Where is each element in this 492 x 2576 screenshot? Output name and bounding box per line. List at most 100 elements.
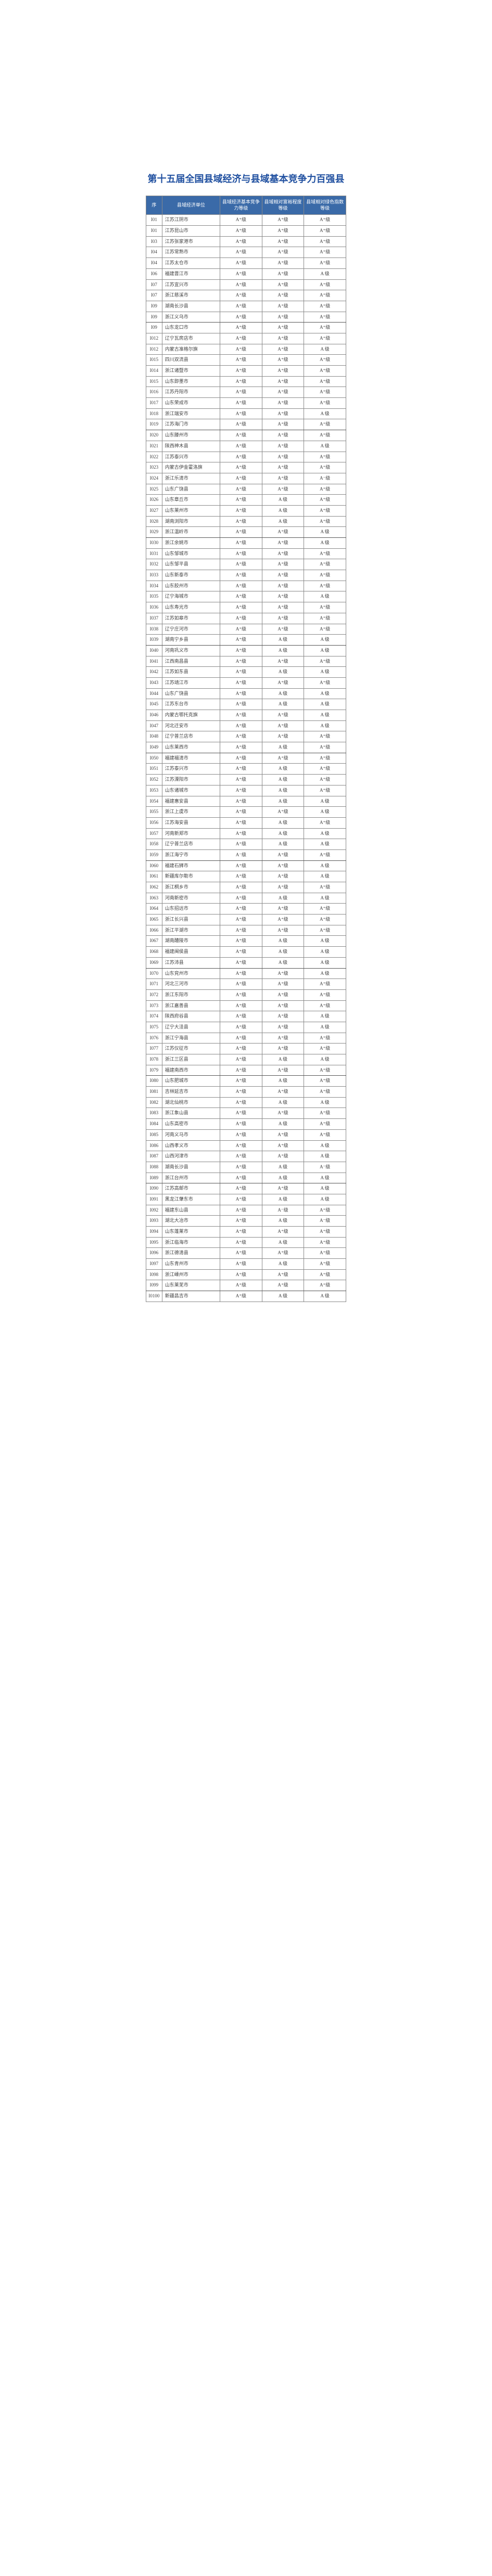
table-row: I029浙江温岭市A⁺级A⁺级A 级 [146, 527, 346, 538]
cell-seq: I098 [146, 1269, 162, 1280]
table-row: I086山西孝义市A⁺级A⁺级A 级 [146, 1140, 346, 1151]
cell-unit: 山东肥城市 [162, 1076, 220, 1087]
cell-seq: I092 [146, 1205, 162, 1216]
cell-grade2: A 级 [262, 1054, 304, 1065]
cell-grade3: A 级 [304, 591, 346, 602]
table-row: I058辽宁普兰店市A⁺级A 级A 级 [146, 839, 346, 850]
table-row: I012内蒙古准格尔旗A⁺级A⁺级A 级 [146, 344, 346, 355]
cell-grade3: A⁺级 [304, 677, 346, 688]
table-row: I015四川双流县A⁺级A⁺级A⁺级 [146, 355, 346, 366]
cell-unit: 河北三河市 [162, 979, 220, 990]
cell-grade2: A⁺级 [262, 849, 304, 860]
cell-grade2: A⁺级 [262, 441, 304, 452]
cell-unit: 江苏东台市 [162, 699, 220, 710]
cell-grade3: A 级 [304, 527, 346, 538]
cell-grade2: A⁺级 [262, 419, 304, 430]
cell-seq: I052 [146, 775, 162, 785]
cell-unit: 浙江乐清市 [162, 473, 220, 484]
cell-grade2: A 级 [262, 667, 304, 678]
cell-grade3: A⁺级 [304, 559, 346, 570]
cell-grade1: A⁺级 [220, 1044, 262, 1054]
cell-grade1: A⁺级 [220, 570, 262, 581]
cell-seq: I012 [146, 333, 162, 344]
cell-seq: I029 [146, 527, 162, 538]
cell-grade1: A⁺级 [220, 1087, 262, 1098]
cell-grade3: A⁺级 [304, 258, 346, 269]
cell-grade1: A⁺级 [220, 968, 262, 979]
cell-grade2: A⁺级 [262, 452, 304, 462]
cell-grade2: A⁺级 [262, 882, 304, 893]
cell-grade3: A 级 [304, 635, 346, 646]
cell-seq: I057 [146, 828, 162, 839]
cell-grade2: A⁺级 [262, 344, 304, 355]
cell-grade2: A⁺级 [262, 925, 304, 936]
cell-grade1: A⁺级 [220, 720, 262, 731]
cell-grade3: A 级 [304, 441, 346, 452]
cell-grade2: A⁺级 [262, 462, 304, 473]
cell-grade2: A⁺级 [262, 581, 304, 591]
cell-seq: I047 [146, 720, 162, 731]
cell-seq: I040 [146, 645, 162, 656]
table-row: I04江苏太仓市A⁺级A⁺级A⁺级 [146, 258, 346, 269]
cell-grade2: A⁺级 [262, 333, 304, 344]
cell-grade3: A⁺级 [304, 925, 346, 936]
cell-unit: 浙江海宁市 [162, 849, 220, 860]
cell-grade3: A⁺级 [304, 1129, 346, 1140]
cell-grade3: A⁺级 [304, 215, 346, 226]
cell-grade1: A⁺级 [220, 473, 262, 484]
cell-grade1: A⁺级 [220, 871, 262, 882]
cell-unit: 山东荣成市 [162, 398, 220, 409]
cell-grade2: A⁺级 [262, 1000, 304, 1011]
cell-unit: 江苏海门市 [162, 419, 220, 430]
cell-seq: I044 [146, 688, 162, 699]
cell-unit: 山东邹城市 [162, 548, 220, 559]
cell-unit: 山东莱州市 [162, 505, 220, 516]
cell-seq: I080 [146, 1076, 162, 1087]
cell-unit: 黑龙江肇东市 [162, 1194, 220, 1205]
cell-grade1: A⁺级 [220, 1000, 262, 1011]
table-row: I060福建石狮市A⁺级A⁺级A 级 [146, 860, 346, 871]
cell-grade2: A 级 [262, 1291, 304, 1302]
cell-unit: 山东寿光市 [162, 602, 220, 613]
cell-grade2: A 级 [262, 1076, 304, 1087]
cell-seq: I061 [146, 871, 162, 882]
cell-seq: I074 [146, 1011, 162, 1022]
cell-grade3: A⁺级 [304, 656, 346, 667]
cell-unit: 江苏海安县 [162, 817, 220, 828]
cell-unit: 江苏如东县 [162, 667, 220, 678]
cell-grade3: A⁺级 [304, 1237, 346, 1248]
cell-seq: I065 [146, 915, 162, 925]
table-row: I064山东招远市A⁺级A⁺级A⁺级 [146, 904, 346, 915]
cell-unit: 江苏泰兴市 [162, 764, 220, 775]
cell-seq: I056 [146, 817, 162, 828]
table-row: I032山东邹平县A⁺级A⁺级A⁺级 [146, 559, 346, 570]
cell-seq: I015 [146, 376, 162, 387]
cell-unit: 福建南西市 [162, 1065, 220, 1076]
cell-grade3: A⁺级 [304, 1280, 346, 1291]
cell-unit: 山东兖州市 [162, 968, 220, 979]
cell-grade1: A⁺级 [220, 1151, 262, 1162]
table-row: I014浙江诸暨市A⁺级A⁺级A⁺级 [146, 366, 346, 377]
table-row: I034山东胶州市A⁺级A⁺级A⁺级 [146, 581, 346, 591]
cell-grade3: A 级 [304, 645, 346, 656]
table-row: I077江苏仪征市A⁺级A⁺级A⁺级 [146, 1044, 346, 1054]
cell-grade3: A 级 [304, 1011, 346, 1022]
cell-grade2: A 级 [262, 893, 304, 904]
cell-grade1: A⁺级 [220, 710, 262, 721]
table-row: I020山东滕州市A⁺级A⁺级A⁺级 [146, 430, 346, 441]
cell-grade2: A⁺级 [262, 1033, 304, 1044]
cell-seq: I068 [146, 947, 162, 958]
cell-seq: I093 [146, 1216, 162, 1227]
cell-grade3: A⁺级 [304, 1108, 346, 1119]
cell-unit: 山东章丘市 [162, 495, 220, 506]
cell-unit: 福建东山县 [162, 1205, 220, 1216]
cell-unit: 浙江台州市 [162, 1173, 220, 1183]
cell-grade2: A⁺级 [262, 677, 304, 688]
cell-grade1: A⁺级 [220, 904, 262, 915]
cell-grade1: A⁺级 [220, 527, 262, 538]
cell-seq: I076 [146, 1033, 162, 1044]
cell-grade2: A⁺级 [262, 323, 304, 333]
cell-grade1: A⁺级 [220, 753, 262, 764]
header-grade3: 县域相对绿色指数等级 [304, 196, 346, 215]
cell-grade1: A⁺级 [220, 1097, 262, 1108]
